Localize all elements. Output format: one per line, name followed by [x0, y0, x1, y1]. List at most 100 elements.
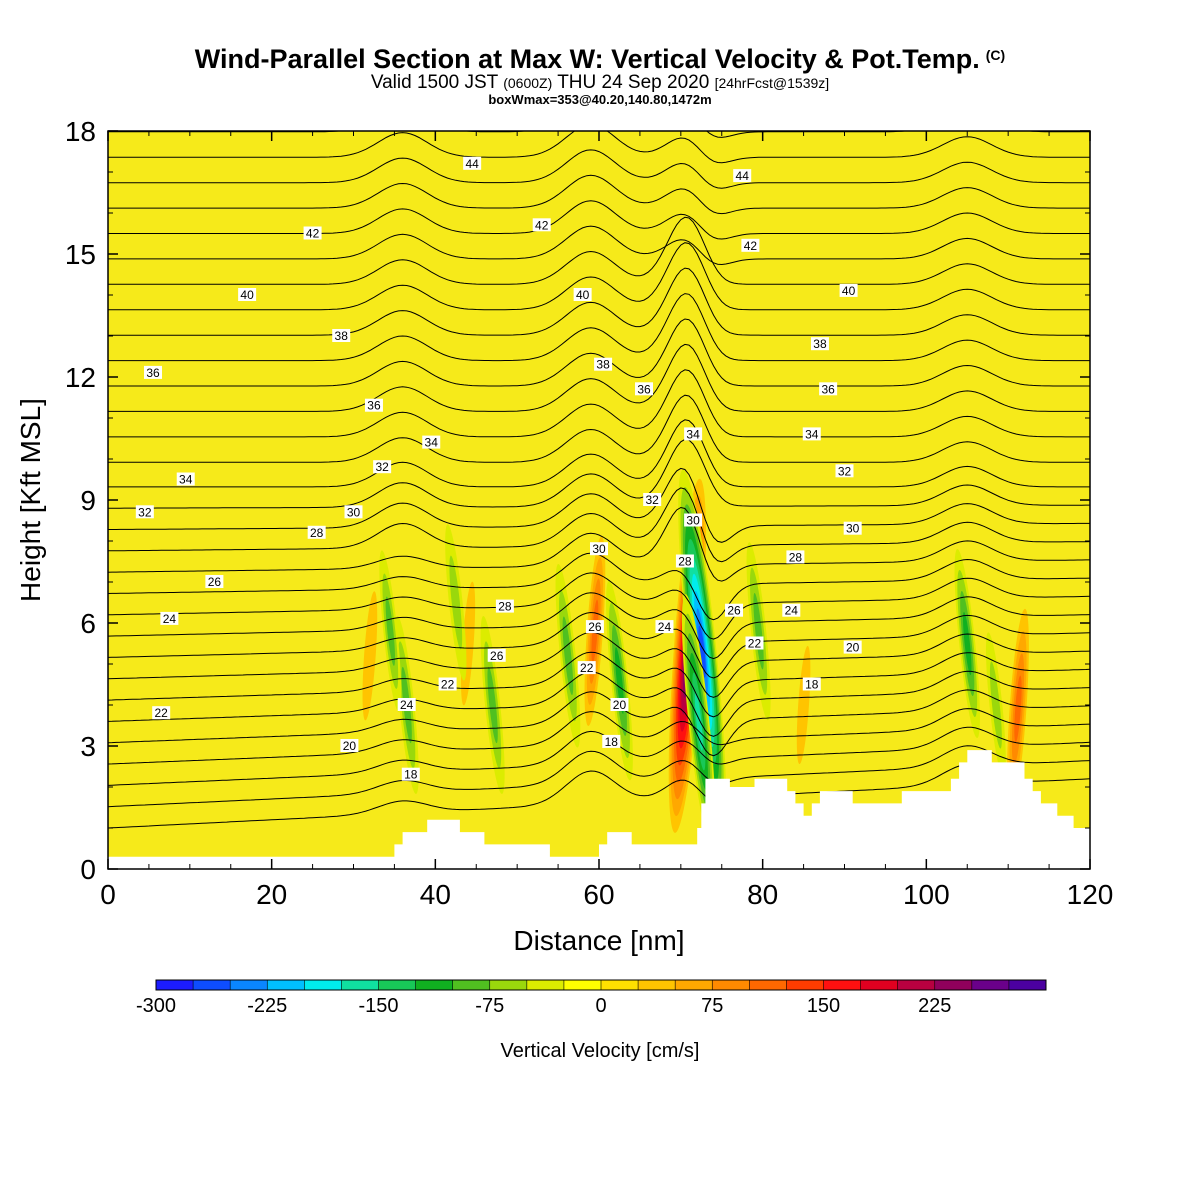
theta-contour	[108, 149, 1090, 189]
theta-label: 20	[610, 698, 629, 712]
theta-label-text: 24	[658, 620, 672, 634]
y-tick-label: 3	[80, 731, 96, 762]
theta-label-text: 32	[138, 505, 152, 519]
colorbar-swatch	[452, 980, 491, 990]
colorbar-swatch	[601, 980, 639, 990]
theta-label: 24	[782, 603, 801, 618]
theta-label-box	[364, 398, 383, 412]
colorbar-tick-label: 225	[918, 995, 951, 1017]
theta-label: 30	[344, 505, 363, 519]
theta-label-text: 26	[727, 604, 741, 618]
theta-label: 30	[843, 521, 862, 536]
theta-label: 42	[303, 226, 322, 241]
theta-label-box	[152, 706, 171, 720]
theta-label-text: 34	[686, 427, 700, 441]
theta-label-text: 28	[789, 550, 803, 564]
theta-label: 32	[835, 464, 854, 478]
utc-time: (0600Z)	[503, 75, 553, 91]
theta-label-box	[401, 767, 420, 781]
colorbar-swatch	[1008, 980, 1047, 990]
theta-label-box	[839, 283, 858, 297]
theta-label: 24	[160, 611, 179, 626]
colorbar-label: Vertical Velocity [cm/s]	[501, 1040, 700, 1062]
theta-label: 42	[741, 238, 760, 253]
colorbar-swatch	[156, 980, 194, 990]
theta-contour	[108, 131, 1090, 164]
x-axis: 0 20 40 60 80 100 120	[100, 131, 1113, 910]
theta-label: 38	[332, 329, 351, 343]
theta-contour	[108, 200, 1090, 240]
downdraft-band	[562, 616, 574, 696]
x-axis-label: Distance [nm]	[513, 925, 684, 956]
colorbar-tick-label: -75	[475, 995, 504, 1017]
theta-label-box	[602, 734, 621, 748]
theta-contour	[108, 764, 1090, 829]
theta-label-box	[594, 357, 613, 371]
theta-label: 28	[786, 550, 805, 564]
theta-label: 34	[684, 427, 703, 441]
theta-contour	[108, 611, 1090, 679]
theta-label: 28	[495, 599, 514, 614]
theta-label-text: 20	[613, 698, 627, 712]
x-tick-label: 20	[256, 879, 287, 910]
theta-label-box	[303, 226, 322, 240]
theta-label-box	[635, 382, 654, 396]
theta-label: 24	[655, 620, 674, 634]
theta-label-text: 44	[736, 169, 750, 183]
theta-label-box	[340, 739, 359, 752]
theta-label-box	[160, 611, 179, 625]
theta-label: 30	[590, 542, 608, 556]
theta-label-text: 28	[310, 526, 324, 540]
theta-label-box	[577, 661, 596, 675]
theta-label-text: 32	[838, 464, 852, 478]
theta-label: 36	[144, 365, 163, 380]
colorbar-swatch	[489, 980, 528, 990]
valid-time: Valid 1500 JST	[370, 72, 498, 93]
theta-contour	[108, 216, 1090, 285]
theta-contour	[108, 651, 1090, 718]
theta-label-box	[205, 575, 224, 588]
x-tick-label: 80	[747, 879, 778, 910]
theta-contour	[108, 467, 1090, 543]
colorbar-swatch	[415, 980, 454, 990]
theta-label: 18	[401, 767, 420, 782]
theta-label-box	[397, 698, 416, 711]
theta-label: 20	[843, 640, 862, 655]
theta-label-box	[725, 603, 744, 617]
colorbar: -300 -225 -150 -75 0 75 150 225	[136, 979, 1047, 1017]
theta-label-box	[782, 603, 801, 617]
theta-label-text: 18	[605, 735, 619, 749]
theta-label: 32	[643, 493, 662, 507]
theta-contour	[108, 318, 1090, 387]
forecast-info: [24hrFcst@1539z]	[714, 75, 830, 91]
x-tick-label: 0	[100, 879, 116, 910]
potential-temperature-contours	[108, 131, 1090, 829]
x-tick-label: 120	[1067, 879, 1114, 910]
theta-label-text: 26	[208, 575, 222, 589]
theta-label: 40	[573, 288, 592, 302]
theta-label-box	[332, 329, 351, 342]
theta-label-text: 38	[813, 337, 827, 351]
theta-label-box	[463, 156, 482, 170]
theta-contour	[108, 343, 1090, 412]
theta-label: 22	[438, 677, 457, 692]
theta-label: 18	[802, 677, 821, 692]
y-tick-label: 0	[80, 854, 96, 885]
vertical-velocity-field	[362, 469, 1029, 849]
theta-label: 36	[364, 398, 383, 413]
theta-label-box	[307, 525, 326, 539]
theta-label: 24	[397, 698, 416, 712]
theta-label-box	[373, 460, 392, 474]
colorbar-swatch	[749, 980, 787, 990]
colorbar-tick-label: 75	[701, 995, 723, 1017]
theta-label: 38	[810, 337, 829, 351]
y-tick-label: 6	[80, 608, 96, 639]
theta-contour	[108, 572, 1090, 640]
theta-contour	[108, 592, 1090, 660]
colorbar-swatch	[712, 980, 750, 990]
colorbar-swatch	[823, 980, 862, 990]
theta-label-text: 18	[404, 768, 418, 782]
theta-label: 42	[532, 218, 551, 232]
theta-label-box	[135, 505, 154, 519]
theta-label-text: 22	[155, 706, 169, 720]
